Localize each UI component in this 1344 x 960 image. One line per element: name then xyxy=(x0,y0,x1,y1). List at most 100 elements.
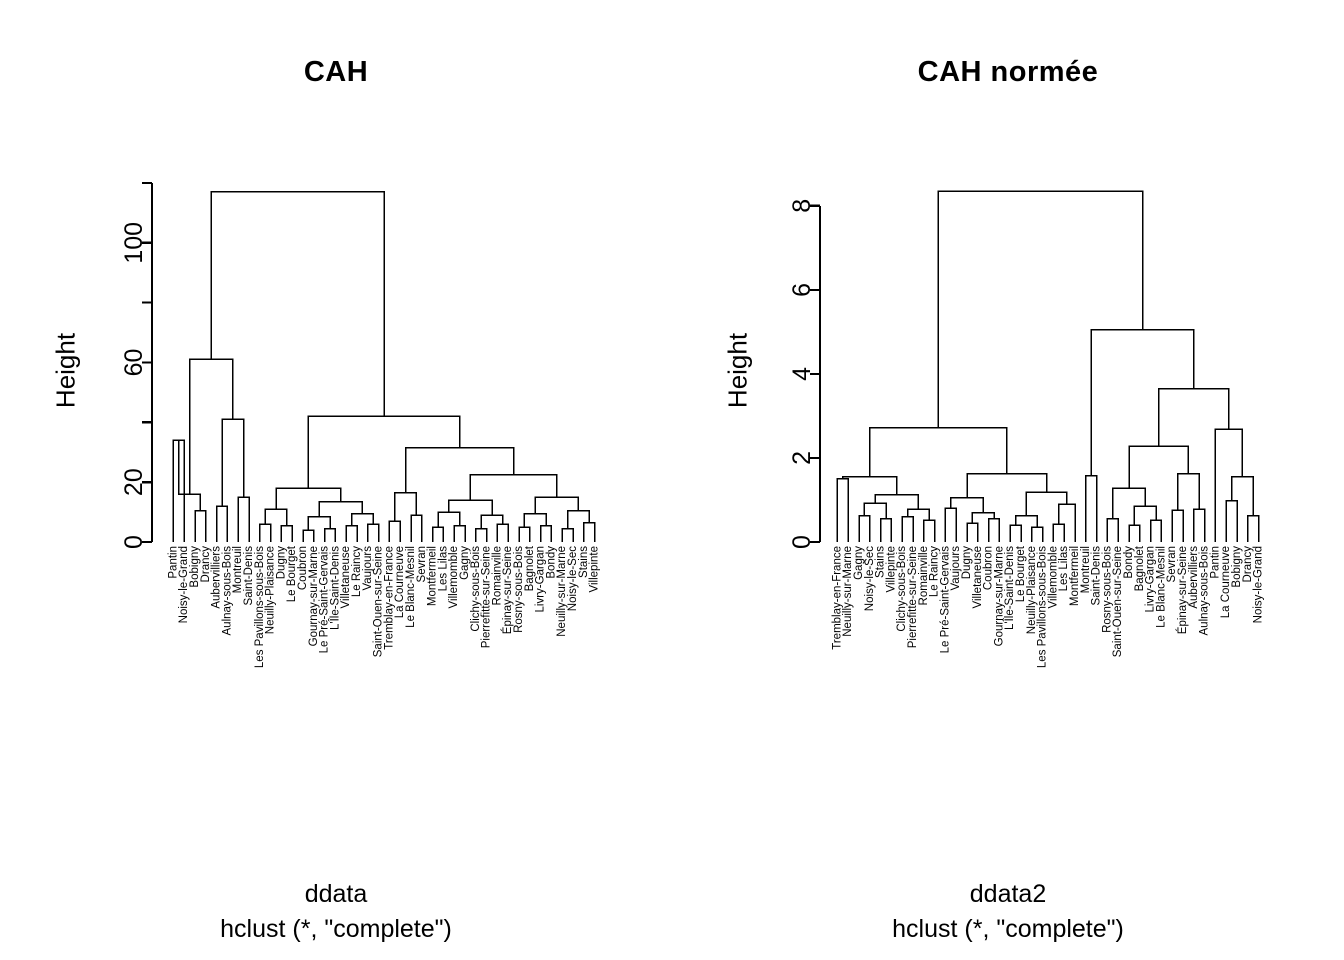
y-tick-label: 0 xyxy=(788,535,816,549)
dendrogram-leaf-label: Montfermeil xyxy=(427,546,439,606)
caption-secondary-left: hclust (*, "complete") xyxy=(220,915,452,943)
panel-title-left: CAH xyxy=(303,56,369,88)
dendrogram-link xyxy=(1058,503,1076,542)
dendrogram-leaf-label: Saint-Denis xyxy=(243,546,255,606)
dendrogram-leaf-label: Montfermeil xyxy=(1069,546,1081,606)
dendrogram-link xyxy=(944,507,957,542)
dendrogram-link xyxy=(264,508,288,526)
dendrogram-leaf-label: Neuilly-sur-Marne xyxy=(842,546,854,637)
dendrogram-link xyxy=(480,514,504,529)
y-tick-label: 0 xyxy=(120,535,148,549)
dendrogram-link xyxy=(1133,505,1157,526)
dendrogram-link xyxy=(1193,508,1206,542)
dendrogram-leaf-label: Sevran xyxy=(1166,546,1178,582)
dendrogram-leaf-label: Villemomble xyxy=(1047,546,1059,608)
dendrogram-link xyxy=(237,496,250,542)
dendrogram-leaf-label: Livry-Gargan xyxy=(1145,546,1157,612)
y-tick-label: 2 xyxy=(788,451,816,465)
dendrogram-link xyxy=(280,524,293,542)
dendrogram-leaf-label: Noisy-le-Sec xyxy=(864,546,876,611)
panel-title-right: CAH normée xyxy=(917,56,1099,88)
dendrogram-leaf-label: Montreuil xyxy=(232,546,244,593)
dendrogram-leaf-label: Bagnolet xyxy=(1134,545,1146,591)
dendrogram-link xyxy=(367,523,380,542)
dendrogram-leaf-label: Villetaneuse xyxy=(972,546,984,608)
dendrogram-leaf-label: Épinay-sur-Seine xyxy=(1176,546,1189,634)
dendrogram-leaf-label: Saint-Ouen-sur-Seine xyxy=(1112,546,1124,657)
y-tick-label: 8 xyxy=(788,199,816,213)
dendrogram-leaf-label: Neuilly-Plaisance xyxy=(1026,546,1038,634)
dendrogram-leaf-label: Tremblay-en-France xyxy=(831,546,843,650)
dendrogram-leaf-label: Neuilly-sur-Marne xyxy=(556,546,568,637)
dendrogram-leaf-label: Dugny xyxy=(275,546,287,579)
dendrogram-link xyxy=(188,358,234,495)
dendrogram-leaf-label: Pierrefitte-sur-Seine xyxy=(481,546,493,648)
dendrogram-panel-left: CAH Height 0 20 60 100 Pantin Noisy-le-Grand B… xyxy=(51,56,601,943)
dendrogram-leaf-label: Romainville xyxy=(918,546,930,605)
dendrogram-leaf-label: Le Raincy xyxy=(351,546,363,597)
dendrogram-leaf-label: Le Pré-Saint-Gervais xyxy=(939,546,951,654)
dendrogram-link xyxy=(431,526,445,542)
dendrogram-link xyxy=(971,511,995,524)
dendrogram-leaf-label: Vaujours xyxy=(950,546,962,591)
dendrogram-leaf-label: Villetaneuse xyxy=(340,546,352,608)
dendrogram-leaf-label: Neuilly-Plaisance xyxy=(265,546,277,634)
dendrogram-link xyxy=(1128,524,1141,542)
dendrogram-link xyxy=(583,521,596,542)
dendrogram-link xyxy=(1230,476,1254,516)
dendrogram-link xyxy=(259,523,272,542)
dendrogram-leaf-label: Bobigny xyxy=(1231,546,1243,588)
dendrogram-leaf-label: Livry-Gargan xyxy=(535,546,547,612)
dendrogram-link xyxy=(1214,428,1244,542)
dendrogram-link xyxy=(566,509,590,529)
dendrogram-plot-right: 0 2 4 6 8 Tremblay-en-FranceNeuilly-sur-Marne… xyxy=(788,190,1265,668)
dendrogram-link xyxy=(194,509,207,542)
dendrogram-leaf-label: Rosny-sous-Bois xyxy=(1101,546,1113,633)
dendrogram-leaf-label: Aubervilliers xyxy=(1188,546,1200,609)
dendrogram-link xyxy=(1052,523,1065,542)
dendrogram-link xyxy=(475,527,488,542)
dendrogram-leaf-label: Les Lilas xyxy=(1058,546,1070,592)
dendrogram-link xyxy=(1112,487,1146,519)
dendrogram-leaf-label: Le Blanc-Mesnil xyxy=(1155,546,1167,628)
dendrogram-leaf-label: Villepinte xyxy=(589,546,601,592)
y-tick-label: 60 xyxy=(120,349,148,377)
dendrogram-leaf-label: Aulnay-sous-Bois xyxy=(1199,546,1211,636)
dendrogram-link xyxy=(1031,526,1044,542)
dendrogram-leaf-label: Coubron xyxy=(983,546,995,590)
dendrogram-leaf-label: Noisy-le-Grand xyxy=(178,546,190,623)
dendrogram-link xyxy=(858,515,871,542)
dendrogram-link xyxy=(874,494,920,510)
dendrogram-leaf-label: Montreuil xyxy=(1080,546,1092,593)
dendrogram-link xyxy=(966,522,979,542)
y-tick-label: 100 xyxy=(120,222,148,264)
dendrogram-leaf-label: Stains xyxy=(875,546,887,578)
dendrogram-link xyxy=(1009,524,1022,542)
dendrogram-link xyxy=(221,418,245,507)
dendrogram-leaf-label: Le Pré-Saint-Gervais xyxy=(319,546,331,654)
y-tick-label: 20 xyxy=(120,468,148,496)
dendrogram-link xyxy=(1225,500,1238,542)
dendrogram-leaf-label: Noisy-le-Grand xyxy=(1253,546,1265,623)
dendrogram-leaf-label: Villepinte xyxy=(885,546,897,592)
dendrogram-leaf-label: Pantin xyxy=(167,546,179,579)
dendrogram-plot-left: 0 20 60 100 PantinNoisy-le-GrandBobignyDranc… xyxy=(120,181,601,668)
caption-primary-left: ddata xyxy=(304,880,368,908)
dendrogram-leaf-label: Dugny xyxy=(961,546,973,579)
dendrogram-leaf-label: L'Île-Saint-Denis xyxy=(328,546,341,630)
dendrogram-link xyxy=(215,505,229,542)
dendrogram-link xyxy=(1128,445,1190,489)
dendrogram-leaf-label: L'Île-Saint-Denis xyxy=(1003,546,1016,630)
dendrogram-leaf-label: Les Pavillons-sous-Bois xyxy=(254,546,266,668)
dendrogram-link xyxy=(404,447,515,493)
dendrogram-link xyxy=(394,491,418,522)
dendrogram-leaf-label: La Courneuve xyxy=(394,546,406,618)
dendrogram-link xyxy=(1085,474,1098,542)
dendrogram-leaf-label: Les Lilas xyxy=(437,546,449,592)
dendrogram-leaf-label: Le Bourget xyxy=(286,545,298,602)
dendrogram-leaf-label: Tremblay-en-France xyxy=(383,546,395,650)
dendrogram-leaf-label: Rosny-sous-Bois xyxy=(513,546,525,633)
dendrogram-link xyxy=(307,415,461,489)
dendrogram-leaf-label: Clichy-sous-Bois xyxy=(470,546,482,632)
dendrogram-link xyxy=(323,527,337,542)
